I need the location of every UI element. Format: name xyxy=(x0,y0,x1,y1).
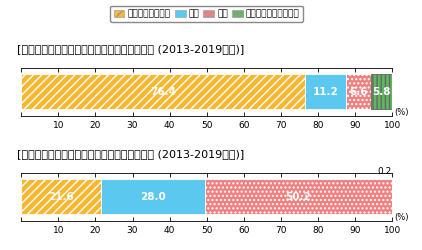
Text: 21.6: 21.6 xyxy=(49,192,74,202)
Text: 5.8: 5.8 xyxy=(373,87,391,97)
Text: 28.0: 28.0 xyxy=(141,192,166,202)
Text: [家庭部門の二酸化炭素排出削減量への寄与度 (2013-2019年度)]: [家庭部門の二酸化炭素排出削減量への寄与度 (2013-2019年度)] xyxy=(16,44,244,54)
Bar xyxy=(371,74,392,110)
Bar xyxy=(21,179,101,214)
Bar xyxy=(346,74,371,110)
Text: 76.4: 76.4 xyxy=(150,87,176,97)
Text: [家庭部門のエネルギー消費削減量への寄与度 (2013-2019年度)]: [家庭部門のエネルギー消費削減量への寄与度 (2013-2019年度)] xyxy=(16,149,244,159)
Text: 11.2: 11.2 xyxy=(313,87,338,97)
Text: (%): (%) xyxy=(394,108,409,117)
Text: 50.2: 50.2 xyxy=(286,192,311,202)
Text: 0.2: 0.2 xyxy=(377,168,391,176)
Bar xyxy=(101,179,205,214)
Text: (%): (%) xyxy=(394,213,409,222)
Text: 6.6: 6.6 xyxy=(349,87,368,97)
Bar xyxy=(305,74,346,110)
Bar xyxy=(21,74,305,110)
Bar xyxy=(205,179,392,214)
Legend: 照明・家電製品等, 給湯, 暖房, その他（厨房、冷房）: 照明・家電製品等, 給湯, 暖房, その他（厨房、冷房） xyxy=(110,6,303,22)
